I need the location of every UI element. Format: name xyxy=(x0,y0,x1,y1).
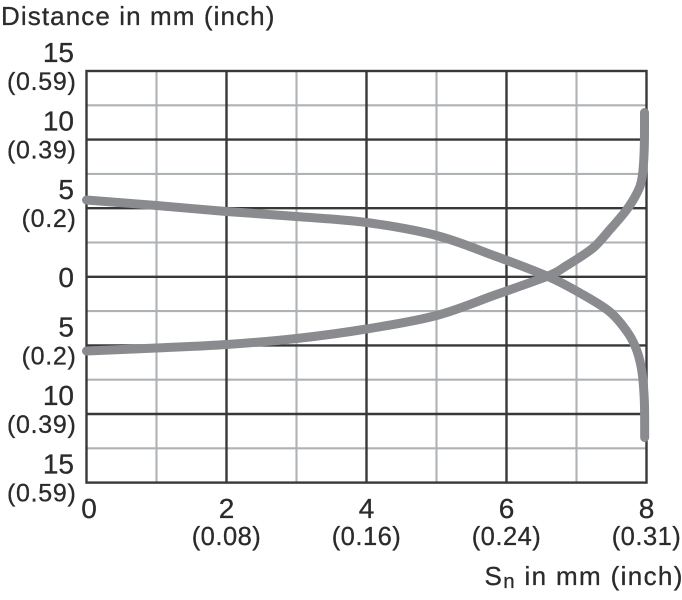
svg-text:0: 0 xyxy=(81,493,97,524)
svg-text:(0.39): (0.39) xyxy=(7,137,77,165)
svg-text:Sn in mm (inch): Sn in mm (inch) xyxy=(485,561,682,593)
svg-text:5: 5 xyxy=(58,311,74,342)
svg-text:10: 10 xyxy=(43,106,74,137)
svg-text:4: 4 xyxy=(359,493,375,524)
svg-text:(0.31): (0.31) xyxy=(612,523,682,551)
svg-text:8: 8 xyxy=(639,493,655,524)
svg-text:Distance in mm (inch): Distance in mm (inch) xyxy=(1,1,276,31)
svg-text:(0.2): (0.2) xyxy=(22,342,77,370)
svg-text:(0.59): (0.59) xyxy=(7,480,77,508)
svg-text:(0.59): (0.59) xyxy=(7,68,77,96)
svg-text:15: 15 xyxy=(43,37,74,68)
svg-text:(0.39): (0.39) xyxy=(7,411,77,439)
svg-text:5: 5 xyxy=(58,174,74,205)
svg-text:(0.16): (0.16) xyxy=(332,523,402,551)
svg-text:2: 2 xyxy=(219,493,235,524)
svg-text:(0.08): (0.08) xyxy=(192,523,262,551)
svg-text:10: 10 xyxy=(43,380,74,411)
svg-text:(0.24): (0.24) xyxy=(472,523,542,551)
svg-text:(0.2): (0.2) xyxy=(22,205,77,233)
svg-text:15: 15 xyxy=(43,449,74,480)
svg-text:6: 6 xyxy=(499,493,515,524)
svg-text:0: 0 xyxy=(58,262,74,293)
